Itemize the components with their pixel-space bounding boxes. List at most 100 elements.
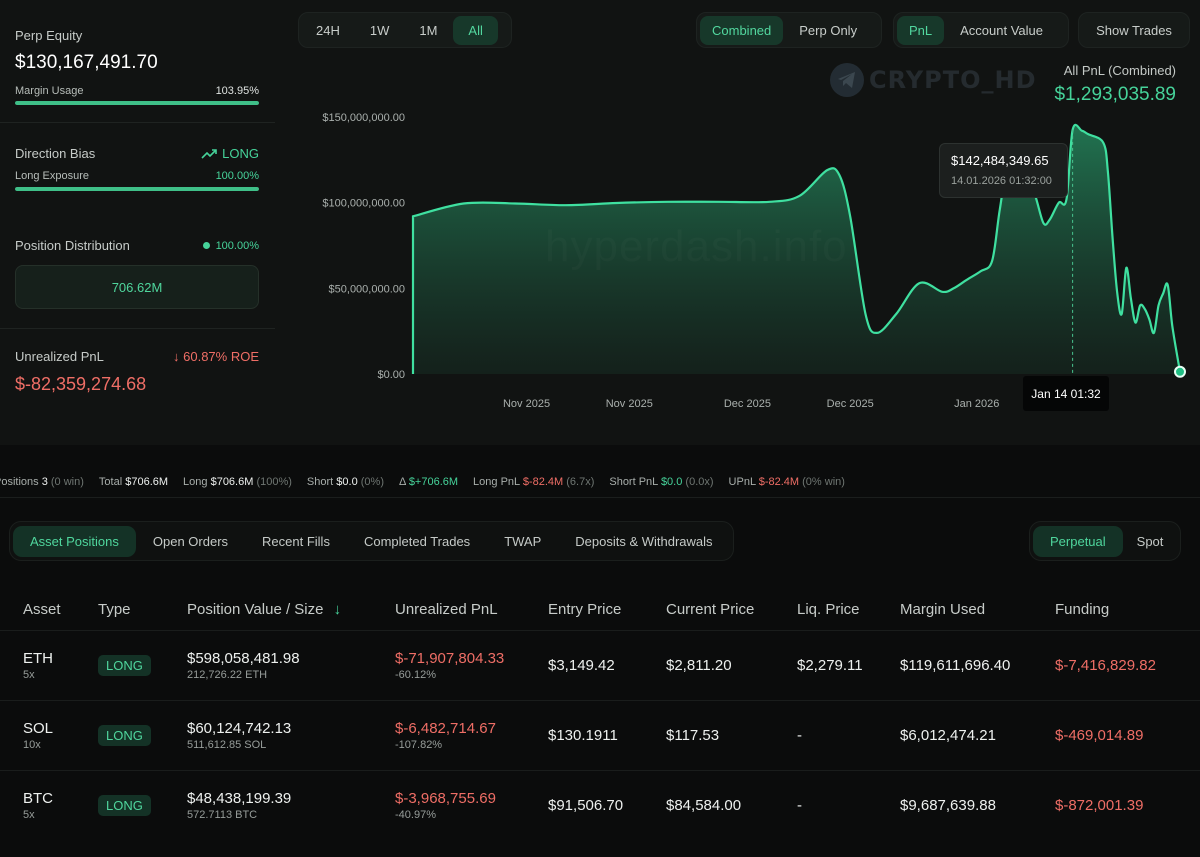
funding: $-7,416,829.82 bbox=[1055, 629, 1200, 700]
perp-equity-label: Perp Equity bbox=[15, 28, 83, 43]
liq-price: - bbox=[797, 699, 900, 770]
account-summary-panel: Perp Equity $130,167,491.70 Margin Usage… bbox=[0, 0, 275, 445]
mode-perp-only-button[interactable]: Perp Only bbox=[799, 22, 858, 38]
header-liq-price[interactable]: Liq. Price bbox=[797, 601, 860, 619]
table-row[interactable]: BTC 5x LONG $48,438,199.39 572.7113 BTC $-… bbox=[0, 769, 1200, 840]
unrealized-pnl-percent: -107.82% bbox=[395, 738, 443, 751]
direction-bias-row: Direction Bias LONG bbox=[15, 146, 259, 161]
tab-perpetual[interactable]: Perpetual bbox=[1033, 525, 1123, 557]
current-price: $117.53 bbox=[666, 699, 797, 770]
tab-deposits-withdrawals[interactable]: Deposits & Withdrawals bbox=[575, 533, 713, 549]
header-position-value[interactable]: Position Value / Size ↓ bbox=[187, 590, 395, 630]
tab-twap[interactable]: TWAP bbox=[504, 533, 542, 549]
stat-positions-label: Positions bbox=[0, 475, 39, 488]
tab-open-orders[interactable]: Open Orders bbox=[152, 533, 229, 549]
stat-long-label: Long bbox=[183, 475, 208, 488]
asset-name: SOL bbox=[23, 719, 54, 737]
margin-used: $9,687,639.88 bbox=[900, 769, 1055, 840]
x-tick-label: Nov 2025 bbox=[606, 398, 653, 410]
header-position-value-label: Position Value / Size bbox=[187, 601, 324, 619]
x-tick-label: Jan 2026 bbox=[954, 398, 999, 410]
unrealized-pnl: $-3,968,755.69 bbox=[395, 789, 496, 807]
position-value: $60,124,742.13 bbox=[187, 719, 292, 737]
position-size: 212,726.22 ETH bbox=[187, 668, 268, 681]
stat-short-pnl-value: $0.0 bbox=[660, 475, 683, 488]
range-all-button[interactable]: All bbox=[453, 15, 498, 45]
perp-equity-value: $130,167,491.70 bbox=[15, 52, 158, 73]
stat-delta-value: $+706.6M bbox=[408, 475, 459, 488]
stat-long-pnl-note: (6.7x) bbox=[566, 475, 595, 488]
range-24h-button[interactable]: 24H bbox=[316, 22, 340, 38]
telegram-icon bbox=[830, 63, 864, 97]
chart-tooltip: $142,484,349.65 14.01.2026 01:32:00 bbox=[939, 143, 1068, 198]
unrealized-pnl-label: Unrealized PnL bbox=[15, 349, 104, 364]
header-asset[interactable]: Asset bbox=[23, 601, 61, 619]
funding: $-872,001.39 bbox=[1055, 769, 1200, 840]
tab-asset-positions[interactable]: Asset Positions bbox=[13, 525, 136, 557]
tab-spot[interactable]: Spot bbox=[1136, 533, 1164, 549]
current-price: $2,811.20 bbox=[666, 629, 797, 700]
entry-price: $3,149.42 bbox=[548, 629, 666, 700]
stat-long-value: $706.6M bbox=[210, 475, 254, 488]
header-current-price[interactable]: Current Price bbox=[666, 601, 755, 619]
stat-short-label: Short bbox=[306, 475, 334, 488]
header-entry-price[interactable]: Entry Price bbox=[548, 601, 622, 619]
margin-usage-fill bbox=[15, 101, 259, 105]
tab-recent-fills[interactable]: Recent Fills bbox=[262, 533, 330, 549]
tooltip-value: $142,484,349.65 bbox=[951, 153, 1049, 168]
direction-bias-label: Direction Bias bbox=[15, 146, 96, 161]
top-section: Perp Equity $130,167,491.70 Margin Usage… bbox=[0, 0, 1200, 445]
stat-upnl-value: $-82.4M bbox=[758, 475, 800, 488]
market-tabs: Perpetual Spot bbox=[1029, 521, 1182, 561]
stat-short-pnl-label: Short PnL bbox=[609, 475, 658, 488]
show-trades-button[interactable]: Show Trades bbox=[1078, 12, 1190, 48]
stat-total-value: $706.6M bbox=[125, 475, 169, 488]
mode-selector: Combined Perp Only bbox=[696, 12, 882, 48]
crosshair-date-label: Jan 14 01:32 bbox=[1023, 376, 1109, 411]
table-row[interactable]: SOL 10x LONG $60,124,742.13 511,612.85 SOL… bbox=[0, 699, 1200, 770]
position-distribution-value: 100.00% bbox=[215, 239, 259, 252]
long-exposure-value: 100.00% bbox=[215, 170, 259, 182]
metric-pnl-button[interactable]: PnL bbox=[897, 15, 945, 45]
type-badge: LONG bbox=[98, 724, 151, 746]
pnl-area-chart[interactable]: $0.00 $50,000,000.00 $100,000,000.00 $150,0… bbox=[0, 0, 1200, 445]
direction-bias-value: LONG bbox=[222, 146, 259, 161]
asset-name: BTC bbox=[23, 789, 53, 807]
stat-short-note: (0%) bbox=[360, 475, 384, 488]
range-1w-button[interactable]: 1W bbox=[369, 22, 390, 38]
position-distribution-label: Position Distribution bbox=[15, 238, 130, 253]
x-tick-label: Dec 2025 bbox=[827, 398, 874, 410]
pnl-area bbox=[413, 124, 1180, 374]
header-margin-used[interactable]: Margin Used bbox=[900, 601, 986, 619]
stat-upnl-note: (0% win) bbox=[802, 475, 845, 488]
liq-price: $2,279.11 bbox=[797, 629, 900, 700]
y-tick-label: $50,000,000.00 bbox=[329, 283, 405, 295]
range-1m-button[interactable]: 1M bbox=[419, 22, 438, 38]
header-unrealized-pnl[interactable]: Unrealized PnL bbox=[395, 601, 498, 619]
metric-account-value-button[interactable]: Account Value bbox=[960, 22, 1044, 38]
stat-long-note: (100%) bbox=[256, 475, 292, 488]
arrow-down-icon: ↓ bbox=[173, 349, 180, 364]
long-exposure-fill bbox=[15, 187, 259, 191]
table-row[interactable]: ETH 5x LONG $598,058,481.98 212,726.22 ETH… bbox=[0, 629, 1200, 700]
divider bbox=[0, 122, 275, 123]
sort-arrow-down-icon: ↓ bbox=[333, 601, 342, 619]
asset-name: ETH bbox=[23, 649, 53, 667]
margin-usage-label: Margin Usage bbox=[15, 85, 84, 97]
current-price: $84,584.00 bbox=[666, 769, 797, 840]
long-exposure-bar bbox=[15, 187, 259, 191]
direction-bias-indicator: LONG bbox=[201, 146, 259, 161]
tab-completed-trades[interactable]: Completed Trades bbox=[363, 533, 471, 549]
x-tick-label: Dec 2025 bbox=[724, 398, 771, 410]
stat-total-label: Total bbox=[98, 475, 123, 488]
position-distribution-block[interactable]: 706.62M bbox=[15, 265, 259, 309]
entry-price: $91,506.70 bbox=[548, 769, 666, 840]
position-distribution-indicator: 100.00% bbox=[202, 239, 259, 252]
unrealized-pnl: $-71,907,804.33 bbox=[395, 649, 505, 667]
long-exposure-row: Long Exposure 100.00% bbox=[15, 170, 259, 182]
header-type[interactable]: Type bbox=[98, 601, 131, 619]
mode-combined-button[interactable]: Combined bbox=[700, 15, 784, 45]
perp-equity-section: Perp Equity $130,167,491.70 Margin Usage… bbox=[15, 28, 259, 105]
margin-usage-bar bbox=[15, 101, 259, 105]
header-funding[interactable]: Funding bbox=[1055, 601, 1110, 619]
